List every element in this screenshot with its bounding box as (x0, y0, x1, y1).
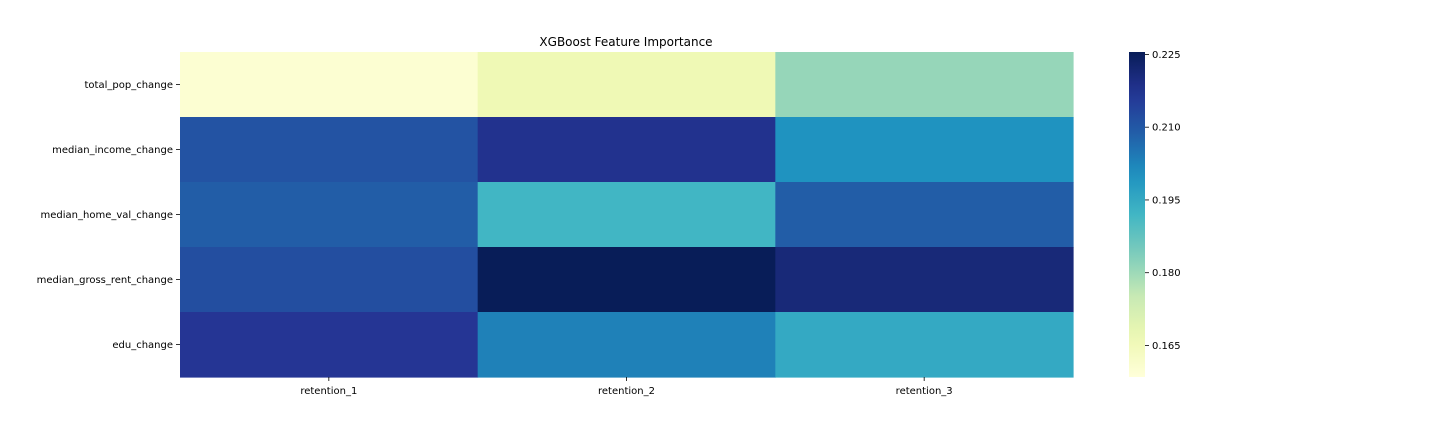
colorbar-tick-label: 0.225 (1152, 50, 1181, 61)
y-tick-label: total_pop_change (85, 80, 173, 91)
heatmap-cell (180, 52, 479, 118)
y-tick-label: median_income_change (52, 145, 173, 156)
y-axis: total_pop_change median_income_changemedi… (37, 80, 180, 351)
colorbar: 0.165 0.180 0.195 0.210 0.225 (1129, 50, 1181, 377)
heatmap-cell (775, 182, 1074, 248)
heatmap-cells (180, 52, 1074, 378)
colorbar-tick-label: 0.165 (1152, 341, 1181, 352)
x-axis: retention_1 retention_2 retention_3 (300, 377, 953, 397)
heatmap-cell (180, 312, 479, 378)
colorbar-tick-label: 0.195 (1152, 195, 1181, 206)
heatmap-cell (477, 117, 776, 183)
y-tick-label: median_home_val_change (41, 210, 173, 221)
heatmap-cell (180, 182, 479, 248)
colorbar-tick-label: 0.180 (1152, 268, 1181, 279)
chart-title: XGBoost Feature Importance (539, 35, 712, 49)
heatmap-cell (180, 247, 479, 313)
heatmap-cell (775, 247, 1074, 313)
heatmap-cell (180, 117, 479, 183)
colorbar-tick-label: 0.210 (1152, 123, 1181, 134)
heatmap-cell (477, 247, 776, 313)
heatmap-cell (477, 312, 776, 378)
heatmap-cell (775, 117, 1074, 183)
colorbar-bar (1129, 52, 1145, 377)
heatmap-cell (477, 52, 776, 118)
y-tick-label: edu_change (112, 340, 173, 351)
x-tick-label: retention_2 (598, 386, 655, 397)
heatmap-cell (477, 182, 776, 248)
heatmap-cell (775, 312, 1074, 378)
x-tick-label: retention_3 (896, 386, 953, 397)
heatmap-cell (775, 52, 1074, 118)
y-tick-label: median_gross_rent_change (37, 275, 173, 286)
x-tick-label: retention_1 (300, 386, 357, 397)
